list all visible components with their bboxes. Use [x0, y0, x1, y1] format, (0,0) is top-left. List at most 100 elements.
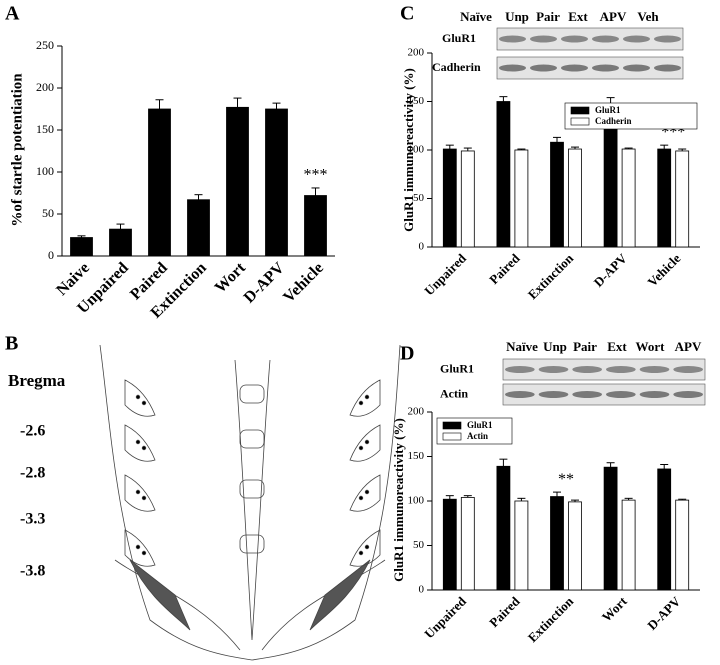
bar: [460, 150, 475, 248]
bregma-level: -3.8: [20, 563, 45, 580]
bar: [442, 498, 457, 591]
bar: [603, 466, 618, 591]
blot-band: [538, 366, 569, 373]
nucleus-outline: [124, 474, 156, 512]
blot-band: [504, 391, 535, 398]
midline-structure: [239, 429, 265, 449]
lane-label: Ext: [568, 9, 588, 24]
legend-label: Actin: [467, 431, 488, 441]
legend-swatch: [570, 106, 590, 115]
bregma-level: -2.6: [20, 423, 45, 440]
y-tick-label: 0: [419, 584, 425, 596]
bar: [514, 149, 529, 248]
blot-band: [606, 391, 636, 398]
bregma-title: Bregma: [8, 371, 66, 390]
y-tick-label: 50: [413, 192, 425, 204]
midline: [234, 359, 271, 641]
y-axis-label: GluR1 immunoreactivity (%): [391, 418, 406, 582]
brain-outline: [99, 344, 401, 661]
y-tick-label: 50: [413, 539, 425, 551]
y-axis-label: GluR1 immunoreactivity (%): [401, 68, 416, 232]
panel-label: D: [400, 343, 414, 365]
blot-band: [654, 35, 681, 43]
significance: ***: [304, 167, 328, 184]
placement-dot: [364, 394, 370, 400]
placement-dot: [141, 400, 147, 406]
blot-band: [673, 391, 704, 398]
y-tick-label: 100: [408, 495, 425, 507]
y-tick-label: 0: [419, 241, 425, 253]
lane-label: Ext: [607, 339, 627, 354]
bar: [675, 499, 690, 591]
bar: [304, 195, 327, 257]
y-axis-label: %of startle potentiation: [9, 73, 25, 227]
placement-dot: [135, 489, 141, 495]
blot-band: [572, 391, 603, 398]
bar: [621, 499, 636, 591]
bar: [568, 501, 582, 591]
legend-label: GluR1: [467, 420, 493, 430]
bar: [265, 108, 288, 257]
bregma-level: -2.8: [20, 465, 45, 482]
panel-label: B: [5, 333, 18, 355]
blot-band: [530, 64, 557, 72]
lane-label: APV: [675, 339, 702, 354]
blot-band: [639, 366, 670, 373]
bregma-level: -3.3: [20, 511, 45, 528]
y-tick-label: 200: [408, 406, 425, 418]
bar: [148, 108, 171, 257]
lane-label: APV: [600, 9, 627, 24]
legend-swatch: [442, 421, 462, 430]
lane-label: Pair: [536, 9, 560, 24]
blot-band: [572, 366, 603, 373]
nucleus-outline: [349, 424, 381, 462]
placement-dot: [358, 445, 364, 451]
blot-band: [623, 35, 650, 43]
lane-label: Pair: [573, 339, 597, 354]
bar: [70, 237, 93, 257]
x-tick-label: Vehicle: [645, 250, 684, 289]
x-tick-label: Wort: [599, 593, 631, 625]
blot-row-label: Actin: [440, 386, 468, 400]
bar: [460, 497, 475, 591]
bar: [109, 228, 132, 257]
blot-band: [639, 391, 670, 398]
bar: [550, 496, 564, 591]
blot-band: [673, 366, 704, 373]
legend-swatch: [442, 432, 462, 441]
y-tick-label: 100: [36, 164, 54, 178]
placement-dot: [364, 489, 370, 495]
x-tick-label: Extinction: [525, 593, 577, 645]
legend-label: GluR1: [595, 105, 621, 115]
blot-row-label: GluR1: [442, 31, 476, 45]
y-tick-label: 200: [408, 47, 425, 59]
y-tick-label: 50: [42, 206, 54, 220]
blot-band: [561, 64, 588, 72]
blot-band: [592, 35, 619, 43]
x-tick-label: Unpaired: [421, 593, 469, 641]
bar: [496, 101, 511, 248]
nucleus-outline: [349, 474, 381, 512]
blot: [502, 383, 706, 406]
legend-swatch: [570, 117, 590, 126]
x-tick-label: Paired: [486, 250, 523, 287]
placement-dot: [135, 544, 141, 550]
panel-label: C: [400, 3, 414, 25]
midline-structure: [239, 384, 265, 404]
blot: [502, 358, 706, 381]
blot-row-label: GluR1: [440, 361, 474, 375]
lane-label: Unp: [543, 339, 567, 354]
bar: [514, 500, 529, 591]
bar: [675, 150, 690, 248]
x-tick-label: D-APV: [644, 593, 684, 633]
bar: [226, 106, 249, 257]
placement-dot: [141, 495, 147, 501]
y-tick-label: 200: [36, 80, 54, 94]
panel-label: A: [5, 3, 20, 25]
blot-band: [561, 35, 588, 43]
amygdala: [129, 559, 371, 631]
lane-label: Unp: [505, 9, 529, 24]
nucleus-outline: [349, 529, 381, 567]
lane-label: Naïve: [506, 339, 538, 354]
